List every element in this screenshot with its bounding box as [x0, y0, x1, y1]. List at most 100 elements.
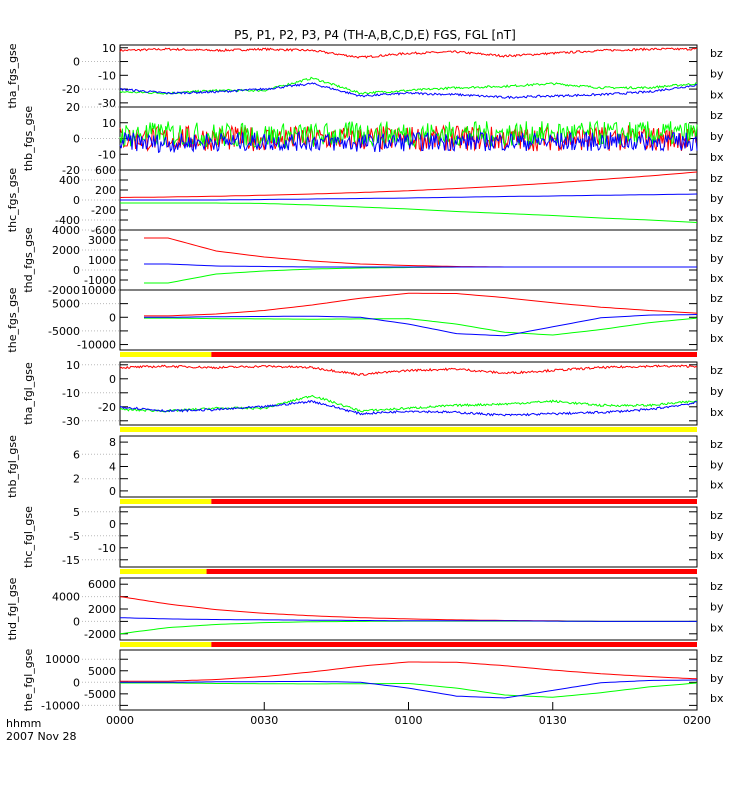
- series-bx: [119, 399, 698, 417]
- y-tick-label: -5000: [48, 325, 80, 338]
- legend-bx: bx: [710, 549, 724, 562]
- y-tick-label: -20: [62, 83, 80, 96]
- y-tick-label: 200: [95, 184, 116, 197]
- panel-label: the_fgs_gse: [6, 287, 19, 352]
- series-bx: [119, 131, 698, 154]
- y-tick-label: 0: [109, 485, 116, 498]
- y-tick-label: -2000: [84, 628, 116, 641]
- y-tick-label: 5000: [52, 298, 80, 311]
- legend-bz: bz: [710, 292, 723, 305]
- series-by: [144, 266, 697, 284]
- y-tick-label: 2000: [88, 603, 116, 616]
- x-tick-label: 0200: [683, 714, 711, 727]
- y-tick-label: 0: [73, 56, 80, 69]
- panel-frame: [119, 361, 698, 426]
- y-tick-label: 400: [59, 174, 80, 187]
- y-tick-label: 10000: [81, 284, 116, 297]
- y-tick-label: -30: [62, 415, 80, 428]
- legend-bx: bx: [710, 332, 724, 345]
- series-bx: [144, 263, 697, 268]
- legend-bx: bx: [710, 272, 724, 285]
- y-tick-label: 0: [73, 264, 80, 277]
- y-tick-label: -20: [62, 164, 80, 177]
- panel-frame: [119, 289, 698, 351]
- legend-by: by: [710, 68, 724, 81]
- series-bz: [120, 661, 698, 682]
- y-tick-label: 2000: [52, 244, 80, 257]
- status-bar-yellow: [120, 499, 212, 504]
- panel-label: thc_fgs_gse: [6, 168, 19, 233]
- series-bz: [119, 596, 697, 622]
- y-tick-label: 2: [73, 473, 80, 486]
- series-bx: [119, 617, 697, 622]
- y-tick-label: 3000: [88, 234, 116, 247]
- y-tick-label: 5000: [88, 665, 116, 678]
- y-tick-label: -10000: [77, 339, 116, 352]
- series-bx: [120, 193, 698, 201]
- legend-bx: bx: [710, 406, 724, 419]
- panel-label: thb_fgl_gse: [6, 435, 19, 498]
- series-bz: [119, 171, 698, 198]
- legend-bx: bx: [710, 212, 724, 225]
- series-bz: [144, 292, 698, 317]
- series-by: [119, 394, 698, 413]
- y-tick-label: -30: [98, 97, 116, 110]
- y-tick-label: 10000: [45, 653, 80, 666]
- panel-label: the_fgl_gse: [22, 649, 35, 712]
- panel-frame: [119, 435, 698, 498]
- y-tick-label: -10: [98, 148, 116, 161]
- legend-by: by: [710, 601, 724, 614]
- y-tick-label: 10: [102, 117, 116, 130]
- legend-bx: bx: [710, 479, 724, 492]
- legend-bz: bz: [710, 172, 723, 185]
- y-tick-label: -200: [91, 204, 116, 217]
- y-tick-label: 8: [109, 436, 116, 449]
- y-tick-label: 0: [109, 311, 116, 324]
- legend-by: by: [710, 130, 724, 143]
- panel-label: thd_fgs_gse: [22, 227, 35, 293]
- legend-by: by: [710, 252, 724, 265]
- legend-by: by: [710, 529, 724, 542]
- legend-by: by: [710, 385, 724, 398]
- status-bar-yellow: [120, 569, 207, 574]
- legend-bz: bz: [710, 580, 723, 593]
- status-bar-red: [206, 569, 698, 574]
- panel-label: tha_fgl_gse: [22, 362, 35, 425]
- y-tick-label: 0: [73, 615, 80, 628]
- series-bz: [119, 47, 698, 59]
- series-by: [144, 317, 698, 336]
- y-tick-label: 10: [66, 359, 80, 372]
- legend-bx: bx: [710, 88, 724, 101]
- series-bx: [144, 314, 698, 337]
- y-tick-label: 1000: [88, 254, 116, 267]
- legend-bx: bx: [710, 621, 724, 634]
- series-by: [119, 120, 698, 149]
- plot-title: P5, P1, P2, P3, P4 (TH-A,B,C,D,E) FGS, F…: [234, 28, 516, 42]
- y-tick-label: -5: [69, 530, 80, 543]
- y-tick-label: -10: [98, 69, 116, 82]
- y-tick-label: -10: [62, 387, 80, 400]
- y-tick-label: -400: [55, 214, 80, 227]
- legend-bz: bz: [710, 438, 723, 451]
- series-by: [119, 620, 697, 635]
- panel-frame: [119, 577, 698, 641]
- series-bx: [119, 82, 698, 100]
- y-tick-label: -10000: [41, 699, 80, 712]
- status-bar-yellow: [120, 642, 212, 647]
- y-tick-label: 0: [73, 676, 80, 689]
- legend-bz: bz: [710, 109, 723, 122]
- y-tick-label: 4000: [52, 224, 80, 237]
- y-tick-label: 0: [109, 373, 116, 386]
- series-bx: [120, 679, 697, 699]
- legend-by: by: [710, 312, 724, 325]
- panel-frame: [119, 506, 698, 568]
- y-tick-label: 6: [73, 448, 80, 461]
- legend-bx: bx: [710, 692, 724, 705]
- y-tick-label: 0: [73, 194, 80, 207]
- panel-label: thb_fgs_gse: [22, 106, 35, 172]
- y-tick-label: 4: [109, 461, 116, 474]
- legend-by: by: [710, 192, 724, 205]
- status-bar-red: [211, 499, 697, 504]
- y-tick-label: -20: [98, 401, 116, 414]
